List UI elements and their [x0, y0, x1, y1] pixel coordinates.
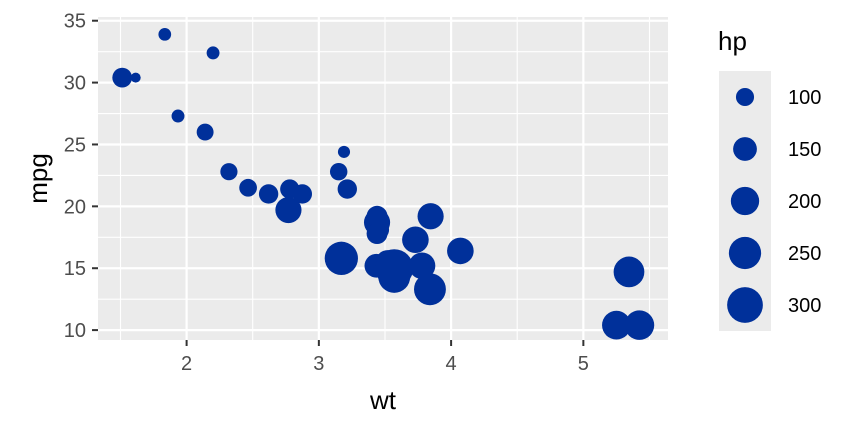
data-point [206, 46, 220, 60]
data-point [337, 145, 351, 158]
data-point [196, 123, 214, 141]
data-point [613, 256, 645, 288]
x-tick-label: 4 [446, 353, 457, 375]
legend-key-point [730, 186, 760, 216]
y-axis-title: mpg [23, 153, 53, 204]
legend-key-point [733, 137, 757, 161]
data-points [112, 27, 655, 340]
data-point [275, 196, 302, 224]
legend-label: 250 [788, 243, 821, 265]
grid-minor [98, 17, 668, 340]
data-point [324, 241, 358, 275]
legend-key-point [735, 87, 755, 107]
x-axis: 2 3 4 5 [181, 340, 589, 375]
x-tick-label: 5 [578, 353, 589, 375]
legend-key-point [728, 236, 762, 270]
data-point [280, 179, 300, 199]
legend-title: hp [718, 26, 747, 56]
data-point [329, 162, 348, 181]
data-point [158, 27, 172, 41]
y-axis: 10 15 20 25 30 35 [64, 11, 98, 342]
data-point [417, 203, 444, 230]
data-point [366, 223, 388, 245]
data-point [239, 178, 257, 197]
legend-label: 100 [788, 87, 821, 109]
data-point [624, 310, 655, 340]
x-axis-title: wt [369, 385, 397, 415]
data-point [366, 205, 388, 227]
y-tick-label: 20 [64, 196, 86, 218]
legend-key-point [727, 287, 763, 323]
data-point [337, 179, 357, 199]
size-legend: hp 100 150 200 250 300 [718, 26, 821, 331]
data-point [408, 252, 436, 280]
y-tick-label: 25 [64, 134, 86, 156]
data-point [220, 163, 238, 181]
x-tick-label: 3 [313, 353, 324, 375]
y-tick-label: 30 [64, 73, 86, 95]
data-point [375, 249, 414, 288]
y-tick-label: 35 [64, 11, 86, 33]
legend-label: 200 [788, 191, 821, 213]
data-point [414, 273, 446, 306]
grid-major [98, 17, 668, 340]
data-point [258, 184, 279, 204]
data-point [112, 67, 133, 88]
x-tick-label: 2 [181, 353, 192, 375]
data-point [602, 310, 631, 340]
data-point [402, 226, 429, 254]
y-tick-label: 15 [64, 258, 86, 280]
legend-label: 300 [788, 295, 821, 317]
y-tick-label: 10 [64, 320, 86, 342]
data-point [171, 109, 185, 123]
legend-label: 150 [788, 139, 821, 161]
data-point [130, 72, 141, 83]
data-point [447, 237, 474, 265]
